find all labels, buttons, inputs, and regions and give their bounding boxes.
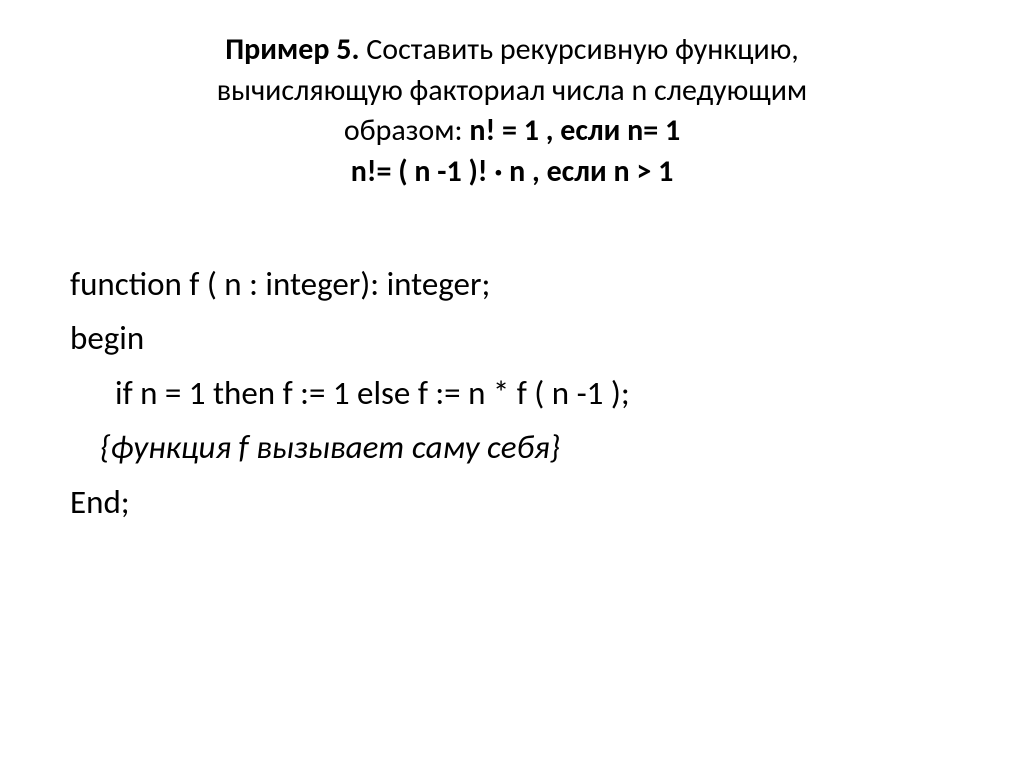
code-block: function f ( n : integer): integer; begi… <box>50 257 974 529</box>
title-line-3a: образом: <box>344 112 470 149</box>
code-line-3: if n = 1 then f := 1 else f := n * f ( n… <box>70 366 974 420</box>
title-line-1-rest: Составить рекурсивную функцию, <box>360 31 799 68</box>
title-line-3b: n! = 1 , если n= 1 <box>469 112 680 149</box>
code-line-5: End; <box>70 475 974 529</box>
code-line-2: begin <box>70 311 974 365</box>
code-line-1: function f ( n : integer): integer; <box>70 257 974 311</box>
title-line-2: вычисляющую факториал числа n следующим <box>50 71 974 112</box>
title-line-3: образом: n! = 1 , если n= 1 <box>50 111 974 152</box>
code-line-4: {функция f вызывает саму себя} <box>70 420 974 474</box>
title-line-1: Пример 5. Составить рекурсивную функцию, <box>50 30 974 71</box>
title-line-4: n!= ( n -1 )! · n , если n > 1 <box>50 152 974 193</box>
title-bold-prefix: Пример 5. <box>225 31 359 68</box>
title-block: Пример 5. Составить рекурсивную функцию,… <box>50 30 974 192</box>
